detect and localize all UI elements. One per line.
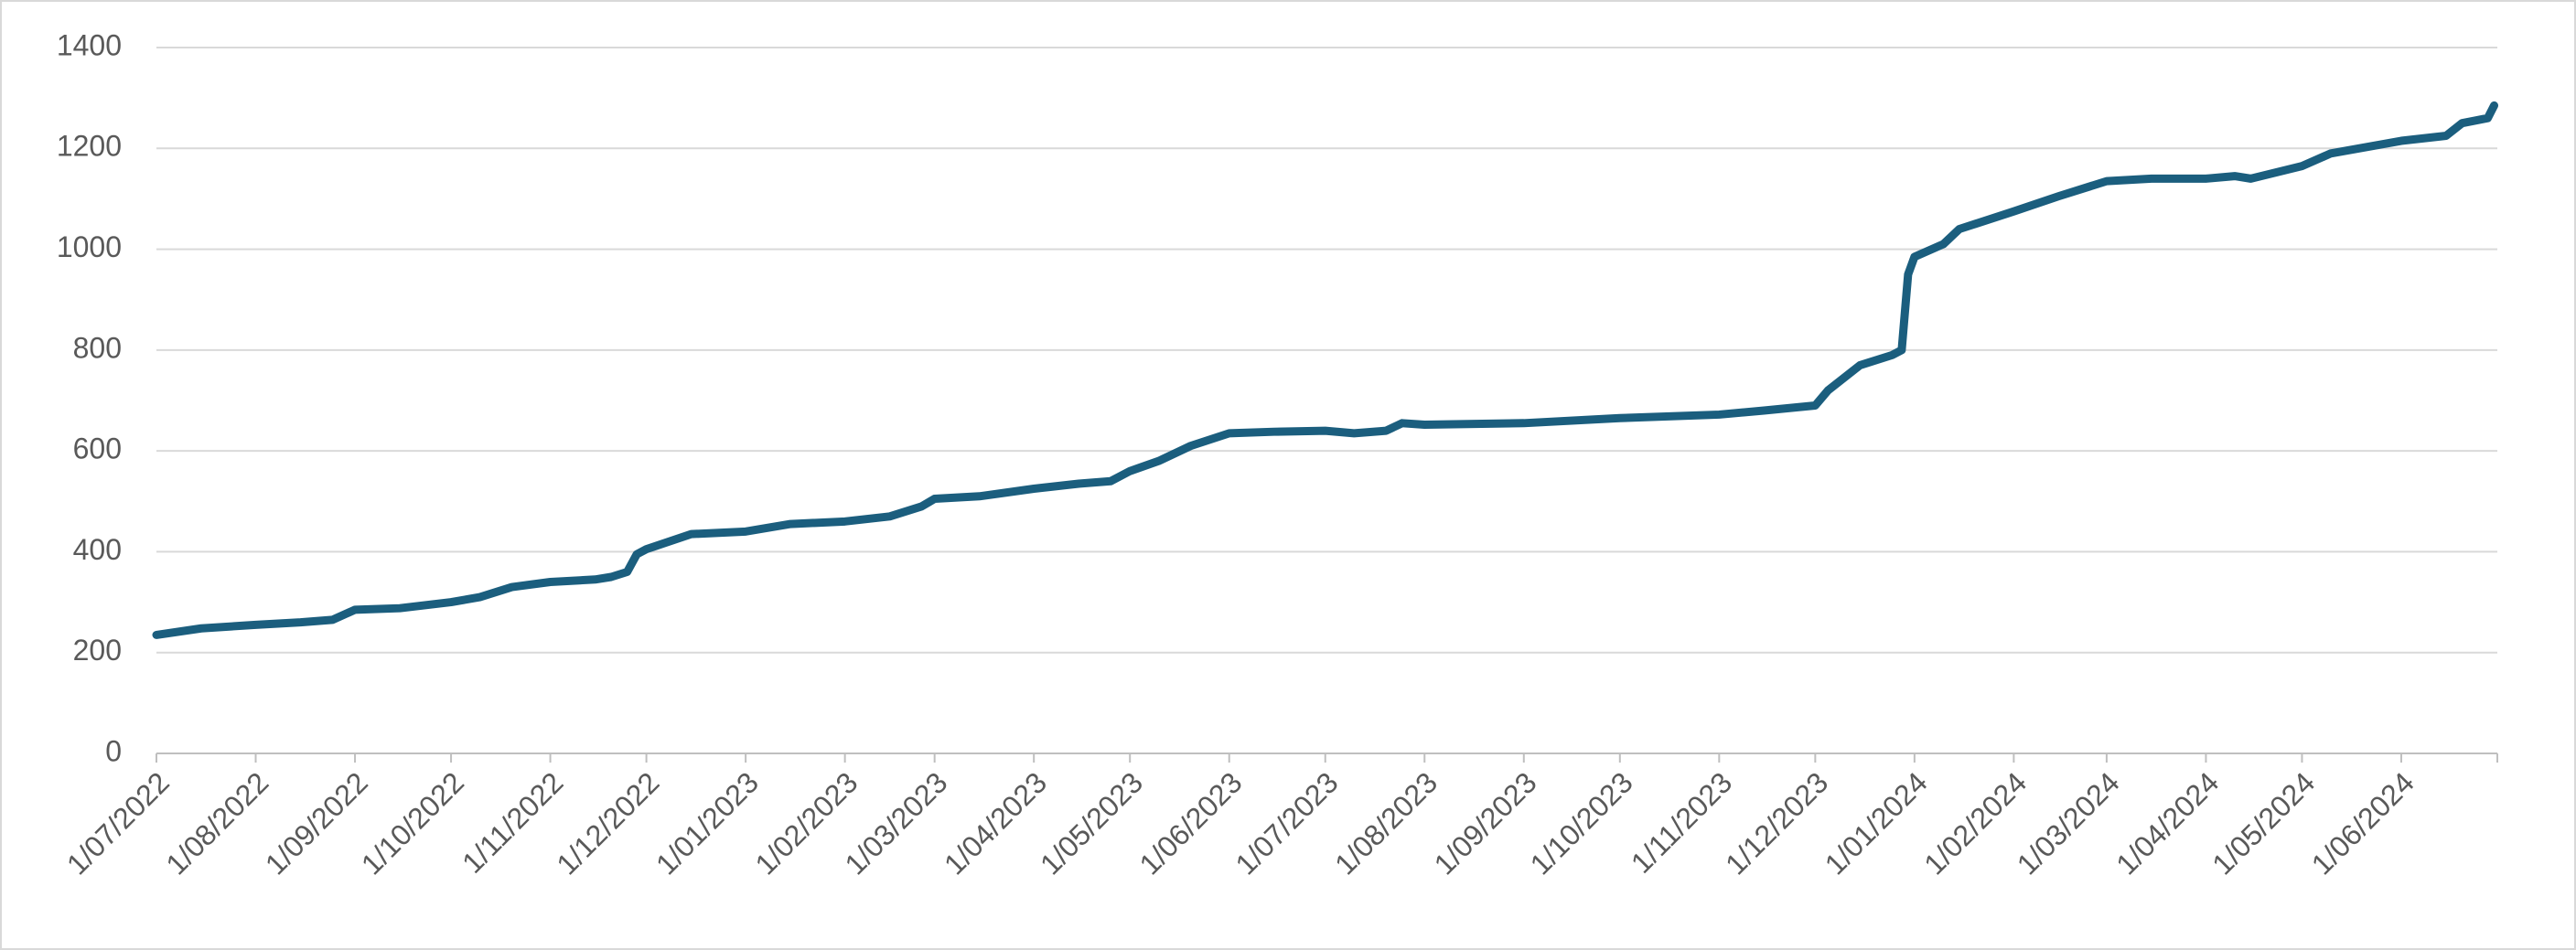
- y-tick-label: 600: [73, 432, 122, 465]
- y-tick-label: 1400: [57, 28, 122, 61]
- y-tick-label: 0: [105, 734, 122, 767]
- y-tick-label: 200: [73, 634, 122, 667]
- y-tick-label: 1000: [57, 230, 122, 263]
- y-tick-label: 800: [73, 331, 122, 364]
- y-tick-label: 1200: [57, 130, 122, 163]
- data-line: [152, 101, 2498, 639]
- y-tick-label: 400: [73, 533, 122, 566]
